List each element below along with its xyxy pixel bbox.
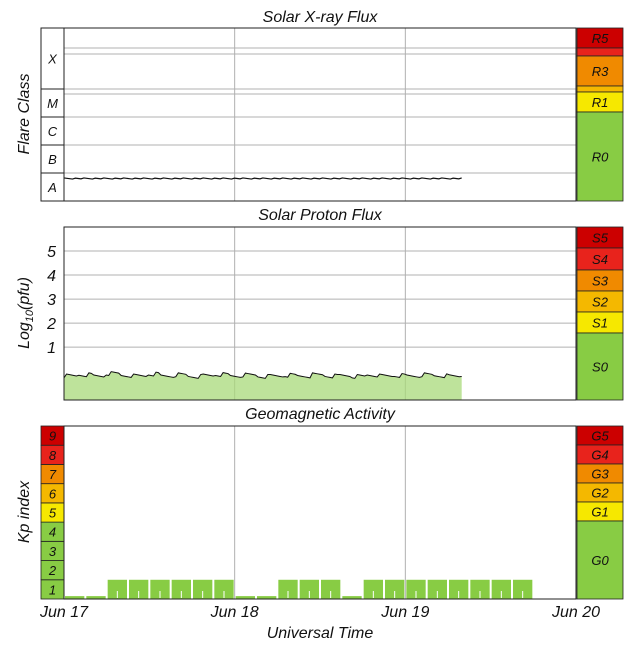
proton-flux-line <box>63 371 462 379</box>
xray-scale-level <box>576 85 624 93</box>
proton-scale-level-label: S4 <box>592 252 608 267</box>
flare-class-label: M <box>47 96 58 111</box>
kp-bar <box>235 596 255 599</box>
x-tick-label: Jun 19 <box>380 604 429 621</box>
xray-scale-level-label: R0 <box>592 150 609 165</box>
kp-bar <box>321 579 341 599</box>
xray-scale-level <box>576 111 624 202</box>
kp-bar <box>257 596 277 599</box>
proton-ytick-label: 2 <box>46 316 56 333</box>
x-tick-labels: Jun 17 Jun 18 Jun 19 Jun 20 <box>39 604 600 621</box>
proton-scale-level <box>576 332 624 401</box>
kp-ytick-label: 9 <box>49 429 56 444</box>
kp-ytick-label: 7 <box>49 467 57 482</box>
kp-bar <box>385 579 405 599</box>
kp-scale-level-label: G2 <box>591 486 609 501</box>
x-tick-label: Jun 17 <box>39 604 89 621</box>
xray-scale-level-label: R3 <box>592 64 609 79</box>
kp-bar <box>150 579 170 599</box>
proton-scale-level-label: S3 <box>592 274 609 289</box>
proton-ylabel-tail: (pfu) <box>16 277 33 310</box>
xray-scale-level-label: R5 <box>592 31 609 46</box>
kp-plot-frame <box>63 425 577 600</box>
flare-class-label: C <box>48 124 58 139</box>
proton-flux-area <box>64 371 462 400</box>
kp-bar <box>449 579 469 599</box>
kp-ytick-label: 8 <box>49 448 57 463</box>
proton-scale-level-label: S0 <box>592 360 609 375</box>
proton-ytick-label: 5 <box>47 244 56 261</box>
kp-bar <box>470 579 490 599</box>
kp-scale-level-label: G3 <box>591 467 609 482</box>
proton-ytick-label: 3 <box>47 292 56 309</box>
flare-class-label: X <box>47 52 58 67</box>
xray-scale-level <box>576 55 624 87</box>
proton-ytick-label: 4 <box>47 268 56 285</box>
proton-ylabel-sub: 10 <box>24 309 36 322</box>
proton-scale-level-label: S2 <box>592 295 609 310</box>
kp-bar <box>107 579 127 599</box>
kp-bar <box>171 579 191 599</box>
xray-y-axis-label: Flare Class <box>16 74 33 155</box>
kp-ytick-label: 3 <box>49 544 57 559</box>
kp-bar <box>65 596 85 599</box>
kp-bar <box>342 596 362 599</box>
proton-y-axis-label: Log10(pfu) <box>16 277 36 349</box>
xray-panel-title: Solar X-ray Flux <box>263 9 379 26</box>
xray-plot-frame <box>63 27 577 202</box>
kp-ytick-label: 2 <box>48 563 57 578</box>
proton-scale-level-label: S5 <box>592 231 609 246</box>
x-tick-label: Jun 20 <box>551 604 600 621</box>
kp-ytick-label: 4 <box>49 525 56 540</box>
kp-bar <box>363 579 383 599</box>
xray-scale-level-label: R1 <box>592 95 609 110</box>
kp-bar <box>214 579 234 599</box>
kp-bar <box>193 579 213 599</box>
kp-scale-level-label: G5 <box>591 429 609 444</box>
geomag-panel-title: Geomagnetic Activity <box>245 406 396 423</box>
proton-scale-level-label: S1 <box>592 316 608 331</box>
kp-ytick-label: 6 <box>49 486 57 501</box>
flare-class-label: A <box>47 180 57 195</box>
kp-scale-level-label: G4 <box>591 448 608 463</box>
kp-ytick-label: 5 <box>49 506 57 521</box>
kp-scale-level-label: G0 <box>591 553 609 568</box>
xray-flux-line <box>63 177 462 180</box>
kp-bar <box>299 579 319 599</box>
flare-class-label: B <box>48 152 57 167</box>
kp-bar <box>86 596 106 599</box>
proton-plot-frame <box>63 226 577 401</box>
kp-bar <box>278 579 298 599</box>
x-tick-label: Jun 18 <box>210 604 259 621</box>
kp-y-axis-label: Kp index <box>16 480 33 543</box>
xray-scale-level <box>576 47 624 57</box>
kp-bar <box>129 579 149 599</box>
x-axis-label: Universal Time <box>267 625 374 642</box>
proton-ylabel-main: Log <box>16 322 33 349</box>
proton-ytick-label: 1 <box>47 340 56 357</box>
kp-bar <box>513 579 533 599</box>
kp-scale-level-label: G1 <box>591 505 608 520</box>
kp-scale-level <box>576 520 624 600</box>
kp-bar <box>491 579 511 599</box>
kp-ytick-label: 1 <box>49 582 56 597</box>
kp-bar <box>427 579 447 599</box>
proton-panel-title: Solar Proton Flux <box>258 207 383 224</box>
kp-bar <box>406 579 426 599</box>
